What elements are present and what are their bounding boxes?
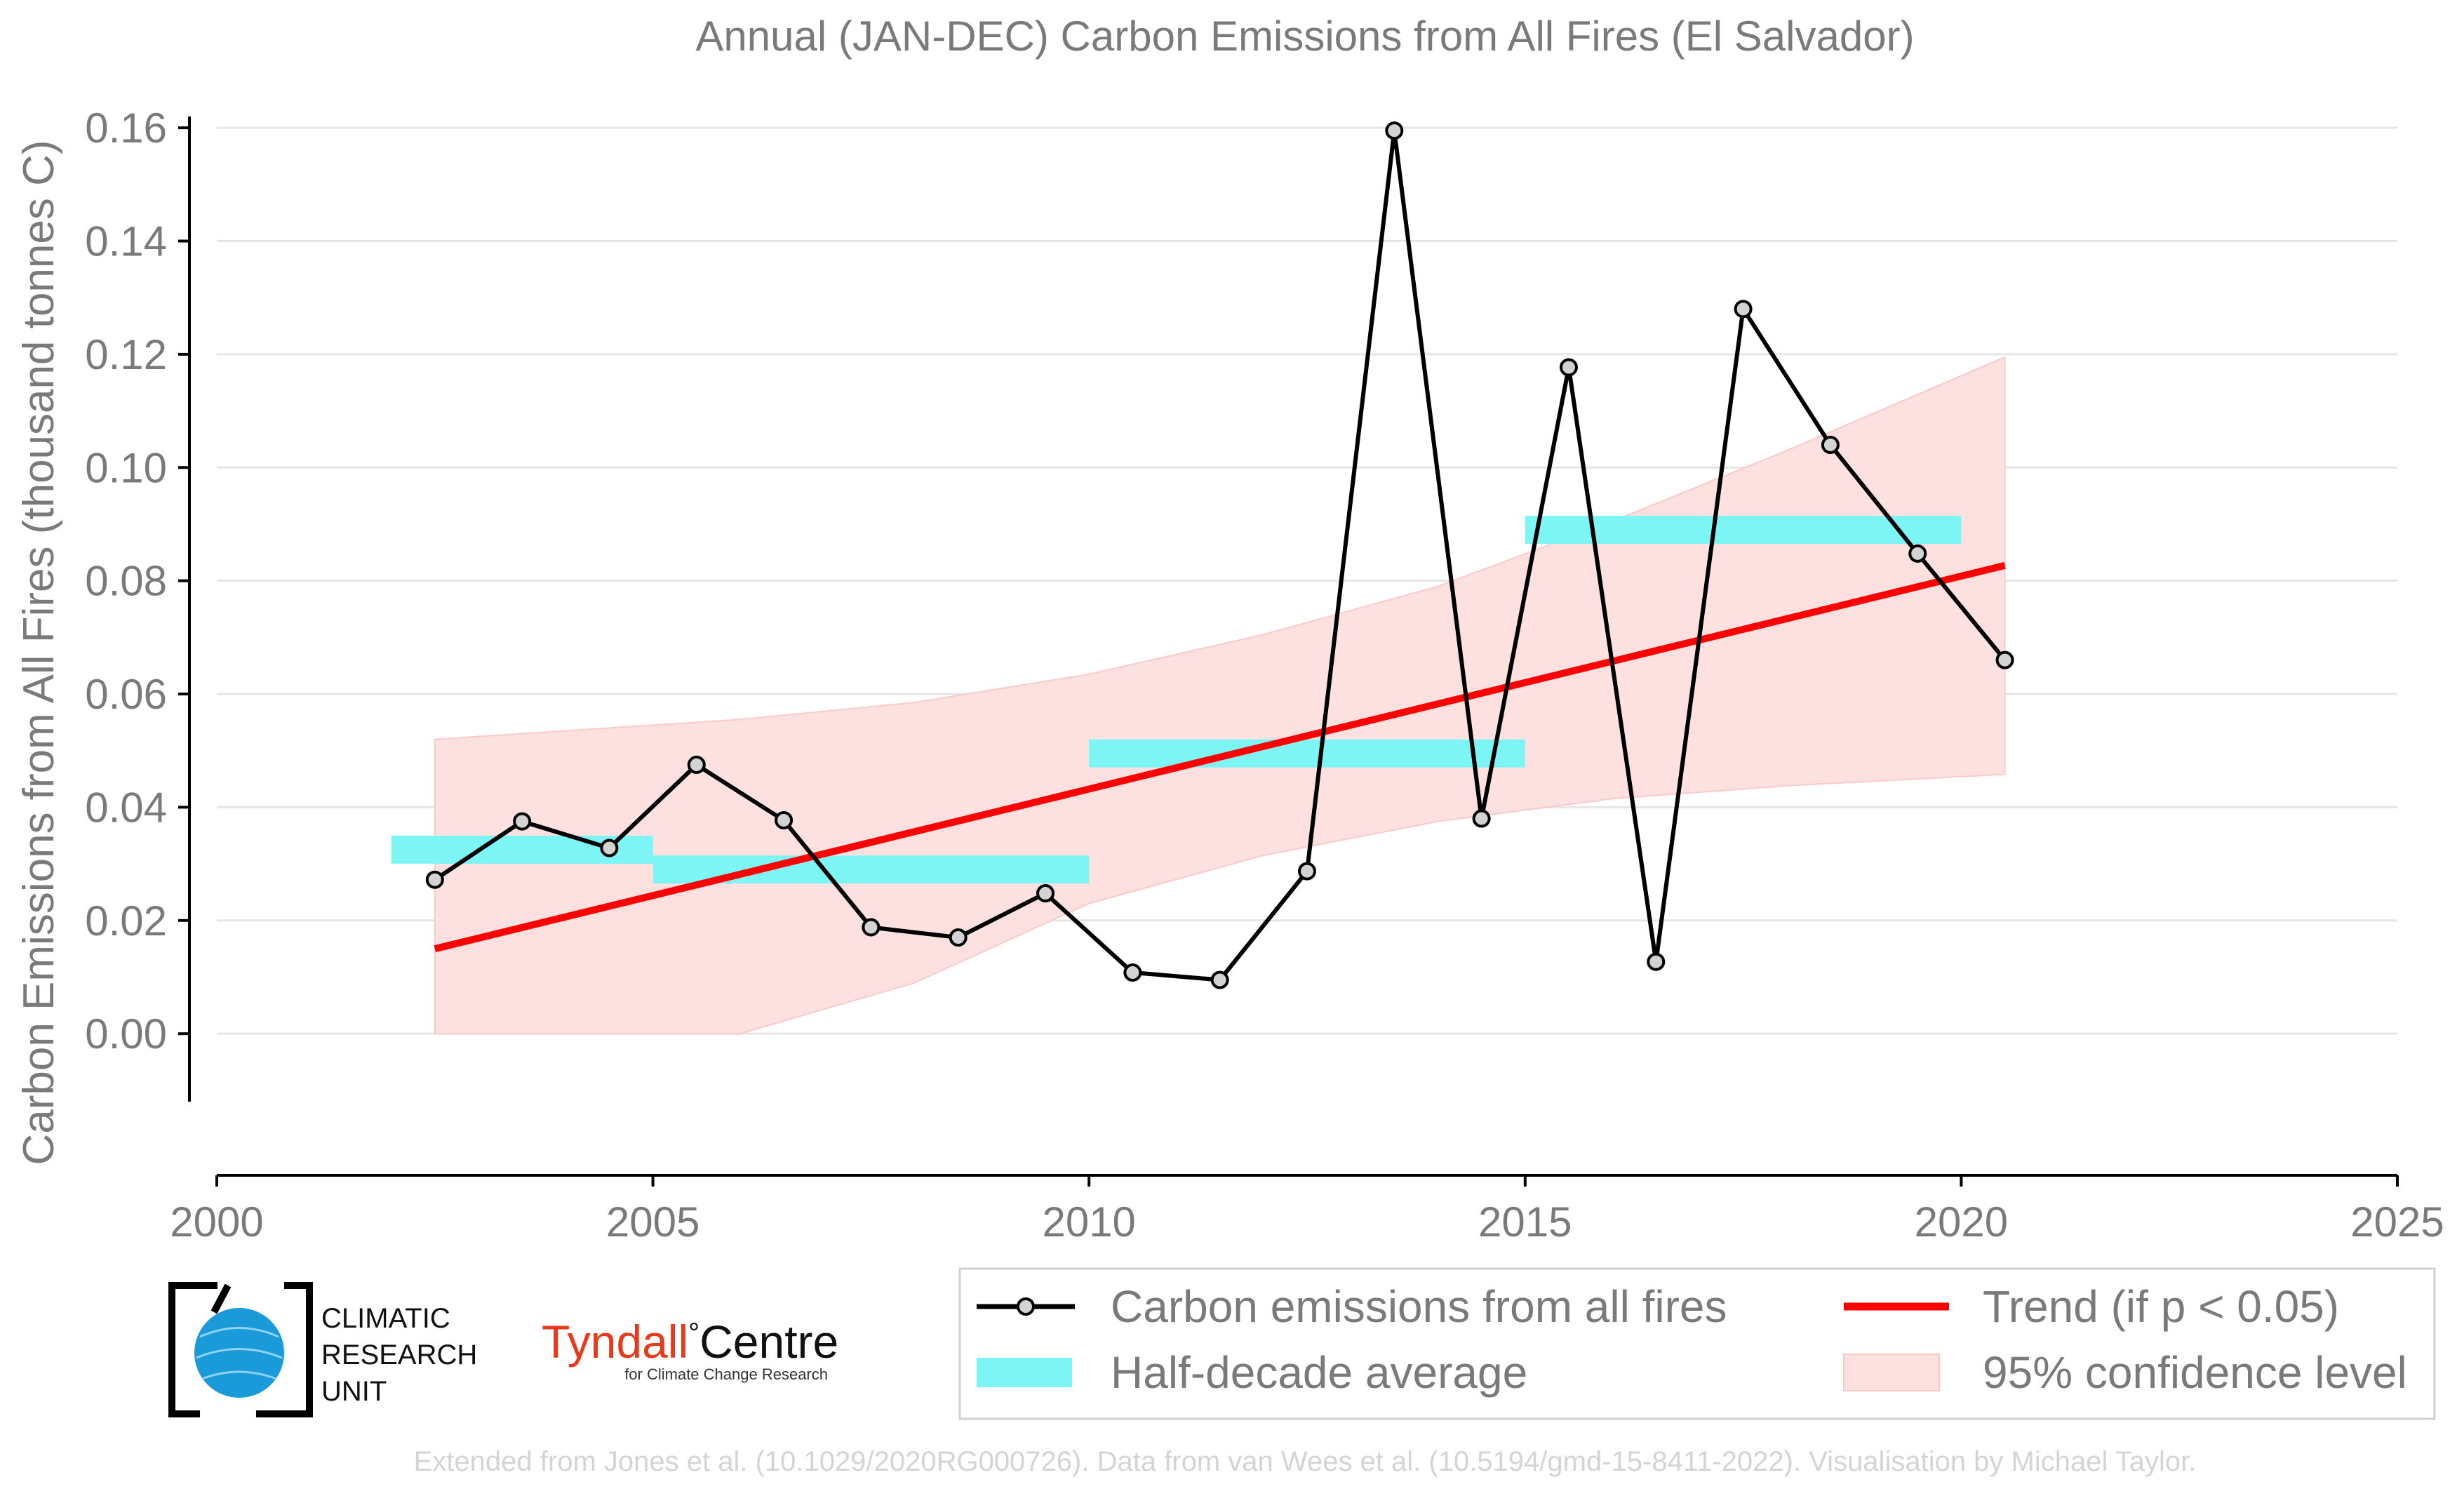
emissions-point [425,870,444,889]
emissions-point [1210,970,1229,989]
emissions-point [600,839,619,857]
y-tick-label: 0.10 [85,444,167,491]
tyndall-degree: ° [688,1318,699,1349]
y-tick-label: 0.00 [85,1010,167,1057]
y-tick-label: 0.14 [85,218,167,265]
emissions-point [862,918,881,937]
chart-title: Annual (JAN-DEC) Carbon Emissions from A… [695,13,1914,60]
emissions-point [1647,952,1666,971]
half-decade-layer [391,516,1962,884]
x-tick-label: 2005 [606,1198,699,1245]
emissions-point [513,812,532,831]
legend-emissions-marker [1017,1297,1035,1316]
emissions-point [1821,436,1840,454]
cru-logo: CLIMATIC RESEARCH UNIT [168,1282,477,1417]
y-tick-label: 0.16 [85,105,167,152]
x-tick-label: 2010 [1042,1198,1135,1245]
cru-slash [210,1283,232,1314]
x-tick-label: 2025 [2350,1198,2444,1245]
x-tick-label: 2015 [1478,1198,1572,1245]
emissions-point [1908,544,1927,563]
emissions-point [1559,358,1578,377]
cru-line-3: UNIT [321,1376,387,1407]
emissions-point [775,810,794,829]
cru-line-1: CLIMATIC [321,1303,450,1334]
emissions-point [687,755,706,774]
legend-halfdecade-label: Half-decade average [1111,1347,1527,1398]
emissions-point [1385,121,1404,140]
y-axis-label: Carbon Emissions from All Fires (thousan… [15,140,63,1165]
confidence-band [434,356,2006,1035]
legend: Carbon emissions from all fires Trend (i… [958,1267,2436,1420]
legend-halfdecade-swatch [977,1358,1072,1387]
x-axis-ticks: 2000 2005 2010 2015 2020 2025 [170,1175,2444,1245]
trend-layer [434,562,2006,952]
legend-frame [958,1267,2436,1420]
y-tick-label: 0.02 [85,897,167,944]
y-tick-label: 0.06 [85,671,167,718]
legend-confidence-swatch [1843,1354,1940,1391]
emissions-layer [425,121,2014,989]
confidence-band-layer [434,356,2006,1035]
trend-line [434,562,2006,952]
tyndall-centre: Centre [699,1316,838,1368]
emissions-point [1036,884,1055,903]
legend-confidence-label: 95% confidence level [1983,1347,2407,1398]
tyndall-logo: Tyndall°Centre for Climate Change Resear… [542,1316,838,1383]
y-tick-label: 0.12 [85,331,167,378]
emissions-point [949,928,967,947]
legend-emissions-label: Carbon emissions from all fires [1111,1281,1727,1332]
x-tick-label: 2000 [170,1198,263,1245]
emissions-point [1298,862,1316,881]
emissions-point [1123,963,1142,982]
y-tick-label: 0.04 [85,784,167,831]
tyndall-subtitle: for Climate Change Research [624,1365,828,1383]
emissions-point [1472,809,1491,828]
y-tick-label: 0.08 [85,558,167,605]
globe-lines-icon [196,1327,283,1380]
tyndall-text: Tyndall°Centre [542,1316,838,1368]
cru-bracket-icon [168,1282,313,1417]
x-tick-label: 2020 [1915,1198,2008,1245]
cru-line-2: RESEARCH [321,1340,477,1370]
credit-line: Extended from Jones et al. (10.1029/2020… [414,1446,2197,1477]
y-axis-ticks: 0.00 0.02 0.04 0.06 0.08 0.10 0.12 0.14 0.16 [85,105,189,1057]
half-decade-bar [1089,739,1525,768]
legend-trend-label: Trend (if p < 0.05) [1983,1281,2339,1332]
tyndall-word: Tyndall [542,1316,688,1368]
emissions-point [1734,300,1753,319]
emissions-point [1995,650,2014,669]
